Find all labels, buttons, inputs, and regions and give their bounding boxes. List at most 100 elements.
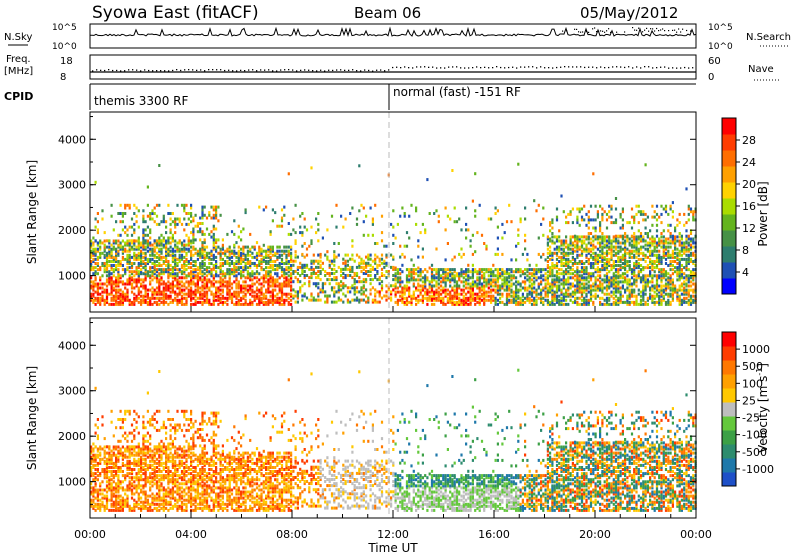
power-cell — [233, 280, 236, 284]
power-cell — [501, 270, 504, 274]
power-cell — [265, 260, 268, 263]
power-cell — [474, 292, 477, 296]
power-cell — [653, 210, 656, 214]
power-cell — [94, 298, 97, 302]
power-cell — [540, 270, 543, 274]
power-cell — [215, 255, 218, 259]
power-cell — [99, 253, 102, 257]
power-cell — [555, 235, 559, 239]
power-cell — [271, 276, 274, 280]
power-cell — [562, 241, 565, 245]
power-cell — [576, 239, 579, 243]
power-cell — [658, 274, 661, 278]
power-cell — [360, 257, 363, 261]
nsearch-point — [562, 30, 564, 32]
power-cell — [178, 253, 181, 257]
power-cell — [187, 212, 190, 215]
power-cell — [608, 257, 611, 261]
power-cell — [280, 268, 284, 272]
power-cell — [660, 204, 663, 208]
freq-tick-bottom: 8 — [60, 72, 66, 83]
nave-point — [368, 69, 370, 72]
power-cell — [376, 265, 379, 269]
power-cell — [485, 282, 488, 286]
power-cell — [233, 272, 236, 276]
power-cell — [262, 300, 265, 304]
power-cell — [124, 206, 127, 210]
power-cell — [608, 260, 611, 263]
nave-point — [168, 70, 170, 72]
power-cell — [315, 276, 318, 280]
power-cell — [351, 276, 354, 280]
power-cell — [649, 260, 652, 263]
power-cell — [201, 260, 204, 263]
nave-point — [508, 66, 510, 69]
power-cell — [626, 282, 629, 286]
power-cell — [187, 280, 190, 284]
power-cell — [487, 298, 490, 302]
power-cell — [151, 262, 154, 265]
nave-point — [600, 66, 602, 68]
power-cell — [233, 292, 236, 296]
power-cell — [226, 280, 229, 284]
power-cell — [592, 239, 595, 243]
power-cell — [158, 302, 161, 306]
power-cell — [515, 286, 518, 290]
power-cell — [469, 244, 472, 248]
power-cell — [221, 257, 224, 261]
power-cell — [240, 298, 243, 302]
power-cell — [371, 267, 374, 271]
power-cell — [203, 300, 206, 304]
power-cell — [276, 280, 279, 284]
power-cell — [210, 235, 213, 239]
power-cell — [133, 203, 136, 207]
power-cell — [599, 284, 602, 288]
power-cell — [94, 302, 97, 306]
power-cell — [194, 264, 197, 267]
power-cell — [374, 276, 377, 280]
power-cell — [560, 300, 563, 304]
nsearch-point — [660, 29, 662, 31]
power-cell — [155, 264, 159, 267]
power-cell — [676, 274, 679, 278]
power-cell — [167, 264, 170, 267]
power-cell — [546, 290, 549, 294]
power-cell — [169, 222, 172, 226]
power-cell — [578, 278, 581, 282]
power-cell — [280, 249, 284, 253]
power-cell — [519, 217, 522, 221]
power-cell — [440, 276, 443, 280]
power-cell — [435, 276, 438, 280]
power-cell — [567, 264, 570, 267]
power-cell — [135, 294, 138, 298]
power-cell — [587, 286, 590, 290]
power-cell — [244, 264, 247, 267]
power-cell — [260, 257, 263, 261]
power-cell — [635, 284, 638, 288]
power-cell — [401, 296, 404, 300]
power-cell — [644, 232, 647, 235]
power-cell — [412, 276, 415, 280]
power-cell — [530, 294, 534, 298]
power-cell — [630, 243, 634, 247]
power-cell — [587, 284, 590, 288]
power-cell — [194, 251, 197, 255]
power-cell — [226, 260, 229, 263]
power-cell — [487, 270, 490, 274]
power-cell — [603, 302, 606, 306]
power-cell — [478, 280, 481, 284]
power-cell — [301, 233, 304, 237]
nave-point — [116, 69, 118, 72]
power-cell — [599, 276, 602, 280]
power-cell — [160, 292, 163, 296]
power-cell — [119, 241, 122, 245]
power-cell — [624, 280, 627, 284]
nave-point — [108, 69, 110, 71]
power-cell — [267, 300, 270, 304]
power-cell — [639, 302, 643, 306]
power-cell — [380, 257, 384, 261]
power-cell — [419, 298, 422, 302]
power-cell — [674, 229, 677, 233]
power-cell — [551, 282, 554, 286]
power-cell — [462, 290, 465, 294]
